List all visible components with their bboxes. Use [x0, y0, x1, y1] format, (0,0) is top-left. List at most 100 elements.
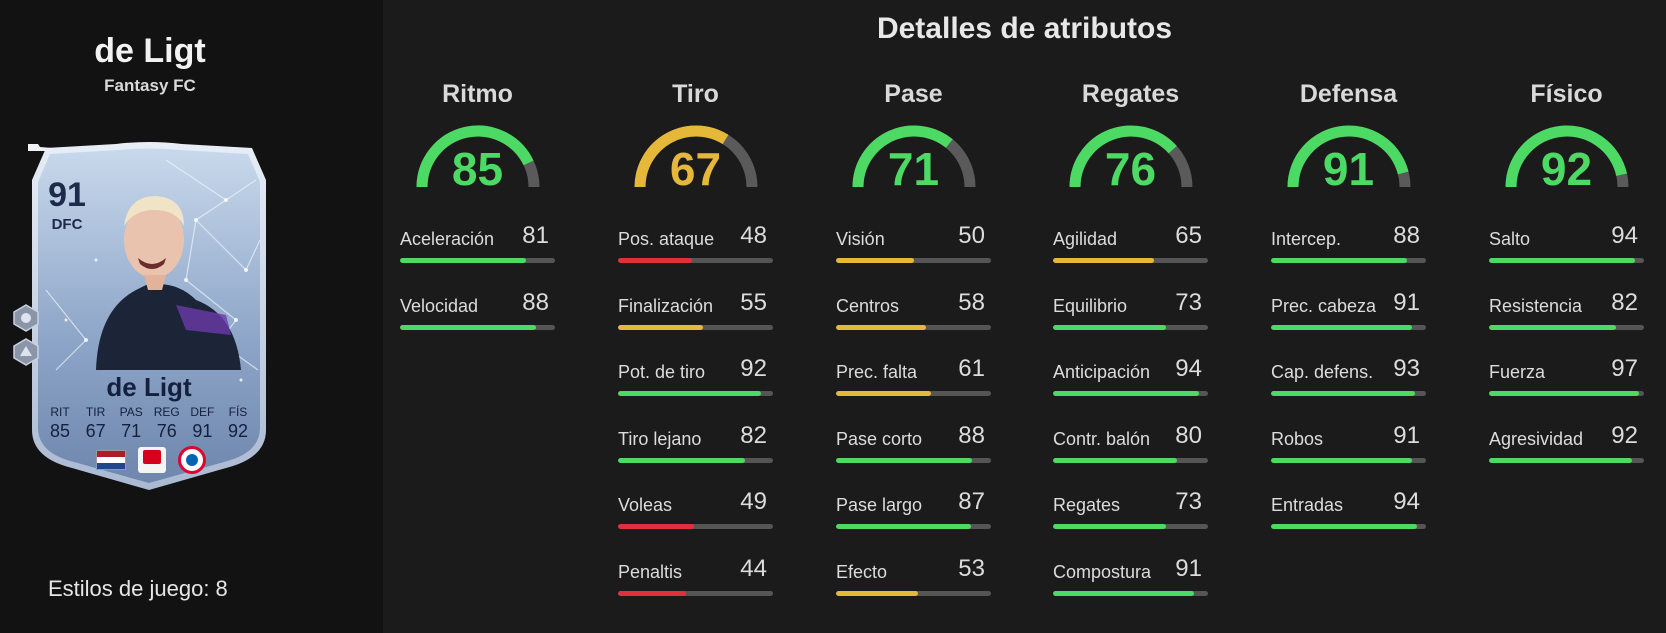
attribute-bar [618, 258, 773, 263]
attribute-bar [1271, 524, 1426, 529]
attribute-bar-fill [1053, 524, 1167, 529]
attribute-bar-fill [400, 324, 537, 330]
attribute-item: Penaltis 44 [618, 553, 773, 620]
category-gauge: 67 [631, 122, 761, 195]
chemistry-style-icon[interactable] [12, 304, 40, 332]
attribute-item: Prec. cabeza 91 [1271, 287, 1426, 354]
attribute-name: Salto [1489, 229, 1531, 249]
category-gauge: 76 [1066, 122, 1196, 195]
playstyle-icon[interactable] [12, 338, 40, 366]
attribute-value: 44 [740, 554, 767, 582]
attribute-value: 61 [958, 355, 985, 382]
card-stat-reg: REG 76 [153, 405, 180, 441]
attribute-item: Intercep. 88 [1271, 220, 1426, 287]
attribute-bar [1489, 258, 1644, 263]
attribute-item: Prec. falta 61 [836, 353, 991, 420]
attribute-bar [1271, 457, 1426, 463]
attribute-bar-fill [618, 590, 687, 596]
attribute-name: Equilibrio [1053, 295, 1128, 316]
attribute-name: Entradas [1271, 495, 1344, 515]
attribute-bar [836, 391, 991, 396]
attribute-value: 53 [958, 554, 985, 582]
attribute-bar-fill [618, 258, 693, 263]
attributes-panel: Detalles de atributos Ritmo 85 Aceleración… [383, 0, 1666, 633]
attribute-bar-fill [836, 590, 919, 596]
attribute-bar [836, 457, 991, 463]
attribute-item: Agilidad 65 [1053, 220, 1208, 287]
attribute-bar [1053, 457, 1208, 463]
attribute-bar [836, 258, 991, 263]
category-value: 91 [1322, 143, 1375, 195]
attribute-bar [836, 324, 991, 330]
attribute-bar-fill [1489, 391, 1640, 396]
attribute-item: Visión 50 [836, 220, 991, 287]
card-stats: RIT 85 TIR 67 PAS 71 REG 76 DEF 91 FÍS 92 [44, 405, 254, 442]
attribute-value: 94 [1393, 488, 1420, 515]
category-0: Ritmo 85 Aceleración 81 Velocidad 88 [400, 80, 555, 353]
attribute-bar [836, 524, 991, 529]
attribute-bar [1489, 324, 1644, 330]
attribute-name: Pos. ataque [618, 229, 715, 249]
category-name: Físico [1530, 80, 1603, 108]
attribute-value: 48 [740, 222, 767, 249]
attribute-name: Resistencia [1489, 295, 1583, 316]
attribute-item: Anticipación 94 [1053, 353, 1208, 420]
category-value: 71 [887, 143, 940, 195]
gauge-fill [1287, 125, 1409, 188]
category-gauge: 85 [413, 122, 543, 195]
attribute-bar-fill [836, 457, 973, 463]
attribute-value: 93 [1393, 355, 1420, 382]
attribute-value: 55 [740, 288, 767, 316]
attribute-name: Velocidad [400, 295, 479, 316]
category-gauge: 91 [1284, 122, 1414, 195]
attribute-bar-fill [1271, 324, 1413, 330]
attribute-value: 88 [522, 288, 549, 316]
attribute-value: 73 [1175, 488, 1202, 515]
attribute-bar [618, 457, 773, 463]
attribute-value: 80 [1175, 421, 1202, 449]
attribute-bar-fill [836, 524, 971, 529]
attribute-bar [618, 524, 773, 529]
attribute-name: Efecto [836, 561, 888, 582]
playstyles-count: Estilos de juego: 8 [48, 576, 228, 601]
attribute-bar-fill [836, 324, 926, 330]
gauge-fill [1069, 125, 1177, 188]
attribute-item: Salto 94 [1489, 220, 1644, 287]
attribute-bar [1489, 457, 1644, 463]
attribute-bar-fill [1053, 457, 1177, 463]
category-name: Pase [884, 80, 943, 108]
category-gauge: 92 [1502, 122, 1632, 195]
attribute-name: Contr. balón [1053, 428, 1151, 449]
attribute-item: Pase corto 88 [836, 420, 991, 487]
attribute-name: Voleas [618, 495, 673, 515]
card-stat-pas: PAS 71 [119, 405, 143, 441]
attribute-bar [1489, 391, 1644, 396]
attribute-value: 82 [740, 421, 767, 449]
attribute-bar-fill [400, 258, 526, 263]
attribute-bar-fill [618, 324, 704, 330]
gauge-fill [852, 125, 953, 188]
attribute-bar-fill [1271, 391, 1416, 396]
attribute-name: Prec. falta [836, 362, 918, 382]
category-3: Regates 76 Agilidad 65 Equilibrio 73 Anticipac… [1053, 80, 1208, 619]
attribute-bar-fill [1053, 590, 1195, 596]
attribute-item: Finalización 55 [618, 287, 773, 354]
bayern-badge-icon [178, 446, 206, 474]
card-stat-def: DEF 91 [190, 405, 215, 441]
attribute-value: 88 [958, 421, 985, 449]
player-card[interactable]: 91 DFC de Ligt RIT 85 TIR 67 PAS 71 REG 76 D… [26, 140, 272, 492]
attribute-item: Tiro lejano 82 [618, 420, 773, 487]
attribute-name: Cap. defens. [1271, 362, 1374, 382]
attribute-value: 97 [1611, 355, 1638, 382]
attribute-name: Centros [836, 295, 900, 316]
attribute-name: Fuerza [1489, 362, 1546, 382]
attribute-name: Robos [1271, 428, 1324, 449]
attribute-item: Resistencia 82 [1489, 287, 1644, 354]
attribute-item: Fuerza 97 [1489, 353, 1644, 420]
attribute-value: 50 [958, 222, 985, 249]
attribute-item: Efecto 53 [836, 553, 991, 620]
attribute-value: 73 [1175, 288, 1202, 316]
attribute-bar-fill [1271, 524, 1417, 529]
attribute-list: Salto 94 Resistencia 82 Fuerza 97 Agresividad 9… [1489, 220, 1644, 486]
attribute-value: 58 [958, 288, 985, 316]
